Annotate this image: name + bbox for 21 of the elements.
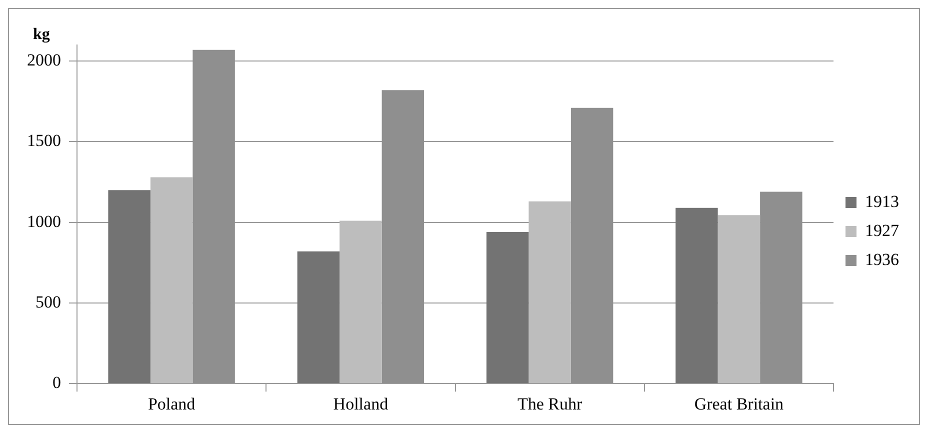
bar bbox=[108, 190, 150, 384]
x-tick-label: Poland bbox=[148, 394, 196, 414]
bar bbox=[150, 177, 193, 384]
bar bbox=[340, 220, 382, 384]
y-tick-label: 1000 bbox=[27, 212, 61, 231]
bar bbox=[528, 201, 571, 384]
bar bbox=[297, 251, 340, 384]
y-tick-label: 0 bbox=[52, 373, 61, 392]
y-axis-title: kg bbox=[33, 26, 50, 44]
y-tick-label: 1500 bbox=[27, 131, 61, 150]
x-tick-label: The Ruhr bbox=[517, 394, 582, 414]
legend-label: 1913 bbox=[865, 192, 899, 211]
x-tick-label: Holland bbox=[333, 394, 389, 414]
bar bbox=[718, 215, 760, 384]
x-tick-label: Great Britain bbox=[694, 394, 784, 414]
legend-label: 1927 bbox=[865, 220, 900, 240]
y-tick-label: 500 bbox=[36, 292, 61, 312]
legend-label: 1936 bbox=[865, 250, 899, 269]
y-tick-label: 2000 bbox=[27, 50, 61, 70]
bar bbox=[486, 232, 529, 384]
bar bbox=[676, 208, 718, 384]
